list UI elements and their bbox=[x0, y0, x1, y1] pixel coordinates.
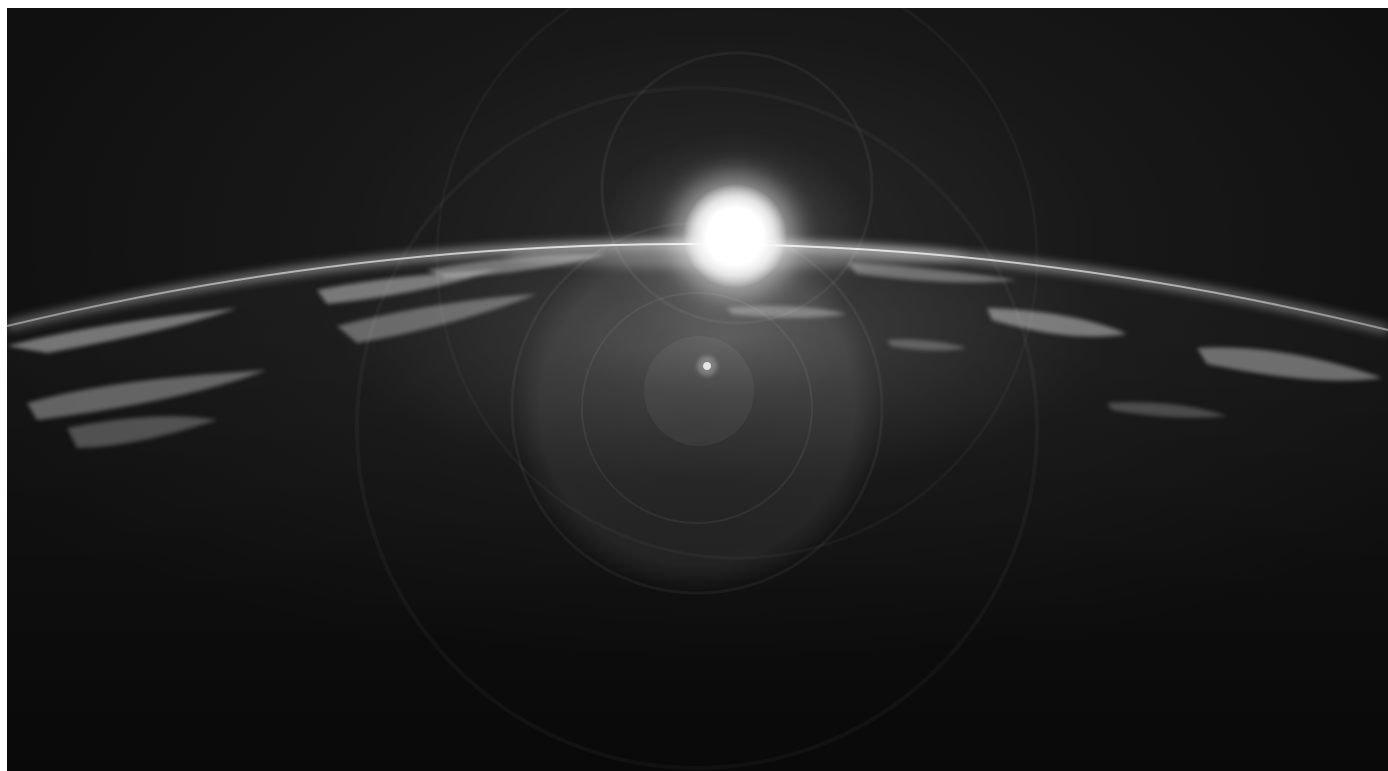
cloud-bands bbox=[7, 254, 1382, 448]
sun bbox=[505, 130, 965, 350]
photo-frame bbox=[7, 8, 1388, 771]
earth-sunrise-photo bbox=[7, 8, 1388, 771]
